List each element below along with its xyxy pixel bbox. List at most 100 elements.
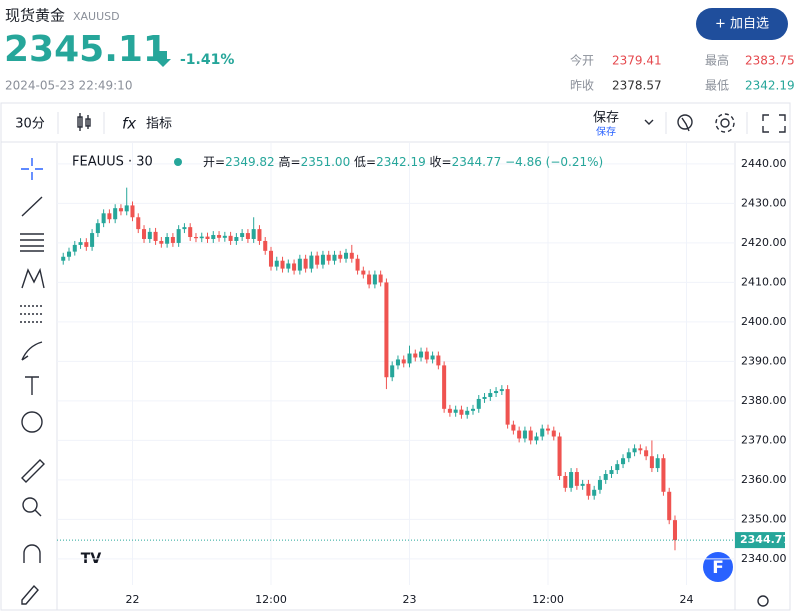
candle-body [372,274,377,285]
candle-body [107,213,112,220]
candle-body [165,237,170,244]
add-button-label[interactable]: + 加自选 [715,17,769,32]
candle-body [667,491,672,521]
candle-body [574,472,579,486]
time: 2024-05-23 22:49:10 [5,79,132,93]
legend-part: 2344.77 [452,155,502,169]
candle-body [545,428,551,431]
candle-body [338,254,343,259]
candle-body [442,365,447,409]
candle-body [170,237,175,243]
candle-body [280,260,285,269]
candle-body [424,351,429,360]
candle-body [528,430,533,441]
fullscreen-icon[interactable] [762,114,786,133]
save-sub: 保存 [596,125,616,138]
candle-body [655,458,660,469]
zoom-tool[interactable] [22,497,38,513]
indicators[interactable]: 指标 [146,117,172,132]
header: 现货黄金 XAUUSD 2345.11 -1.41% 2024-05-23 22… [4,7,795,93]
candle-body [66,251,72,257]
fx-icon[interactable]: fx [122,115,136,133]
candle-body [188,227,193,238]
chevron[interactable] [644,119,654,125]
brush-tool[interactable] [21,341,43,361]
candle-body [286,263,291,269]
candle-body [217,235,222,238]
legend-part: 低= [354,155,376,169]
chart-legend: FEAUUS · 30 开=2349.82 高=2351.00 低=2342.1… [72,154,603,170]
candle-body [649,456,654,469]
candle-body [274,260,279,267]
candle-body [245,233,250,239]
last-price-box [735,532,785,549]
crosshair-tool[interactable] [21,158,43,180]
pattern-tool[interactable] [21,267,45,289]
fib-tool[interactable] [20,233,44,252]
stat-label: 最低 [705,79,729,93]
candle-icon[interactable] [77,113,91,131]
alert-icon[interactable] [677,114,693,132]
candle-body [672,520,677,541]
candle-body [159,240,164,244]
stat-value: 2342.19 [745,79,795,93]
candle-body [401,359,406,364]
candle-body [592,489,597,496]
text-tool[interactable] [25,376,39,395]
ruler-tool[interactable] [21,459,45,483]
candle-body [101,213,106,224]
y-tick-label: 2360.00 [741,473,787,486]
magnet-tool[interactable] [23,544,41,563]
candle-body [361,270,366,275]
add-button[interactable] [696,8,788,40]
candle-body [563,475,568,488]
axis-settings[interactable] [757,595,769,607]
legend-part: 2349.82 [225,155,275,169]
candle-body [586,483,591,496]
y-tick-label: 2380.00 [741,394,787,407]
chart-frame [0,102,791,611]
candle-body [378,274,383,283]
legend-part: 收= [430,155,452,169]
emoji-tool[interactable] [21,411,43,433]
interval[interactable]: 30分 [15,117,45,132]
settings-icon[interactable] [715,113,735,133]
prediction-tool[interactable] [20,305,44,323]
zoom-handle [34,509,42,517]
x-tick-label: 23 [403,593,417,606]
y-tick-label: 2340.00 [741,552,787,565]
candle-body [176,229,181,243]
candle-body [78,242,83,245]
candle-body [326,254,331,261]
lock-tool[interactable] [21,584,39,605]
candle-body [349,252,354,259]
line-tool[interactable] [21,196,43,217]
f-badge[interactable] [703,552,733,582]
candle-body [413,353,418,358]
candle-body [465,410,470,415]
candle-body [609,470,614,475]
candle-body [124,205,129,212]
candle-body [211,235,216,239]
candle-body [534,436,539,441]
candle-body [488,393,493,397]
candle-body [615,464,620,471]
candle-body [644,450,649,457]
candle-body [517,430,522,439]
y-tick-label: 2430.00 [741,196,787,209]
candle-body [297,258,302,271]
price: 2345.11 [4,29,168,70]
candle-body [661,458,666,492]
save[interactable]: 保存 [593,111,619,126]
candle-body [251,229,256,239]
candle-body [344,252,349,259]
candle-body [136,217,141,230]
legend-part: 2351.00 [301,155,351,169]
last-price-label: 2344.77 [740,533,790,546]
candle-body [90,233,95,247]
candle-body [199,236,204,239]
candle-body [436,355,441,366]
candle-body [499,389,504,392]
candle-body [453,409,458,413]
y-tick-label: 2370.00 [741,433,787,446]
